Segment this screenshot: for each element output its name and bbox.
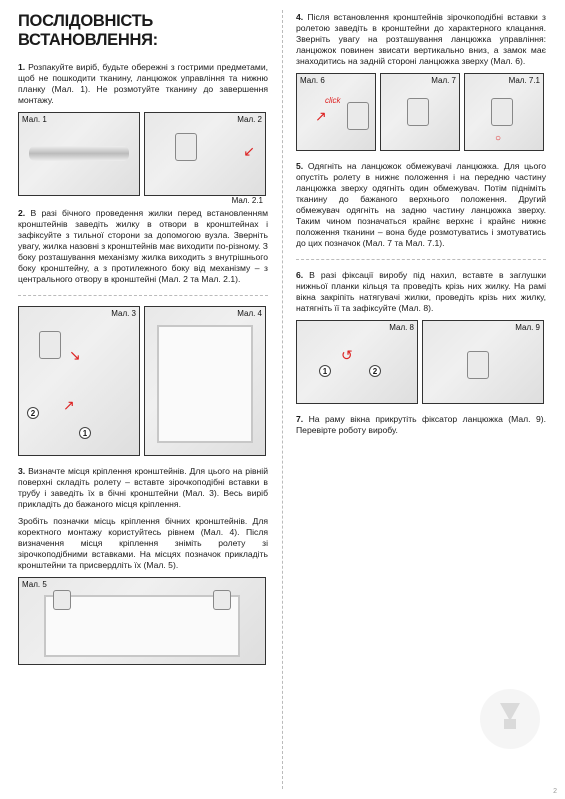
callout-1: 1	[319, 365, 331, 377]
step-5-text: 5. Одягніть на ланцюжок обмежувачі ланцю…	[296, 161, 546, 249]
figure-mal6: Мал. 6 click ↗	[296, 73, 376, 151]
fig-label: Мал. 2	[237, 115, 262, 124]
step-6-body: В разі фіксації виробу під нахил, вставт…	[296, 270, 546, 313]
step-3a-text: 3. Визначте місця кріплення кронштейнів.…	[18, 466, 268, 510]
step-2-num: 2.	[18, 208, 25, 218]
step-2-text: 2. В разі бічного проведення жилки перед…	[18, 208, 268, 285]
bracket-shape	[39, 331, 61, 359]
instruction-page: ПОСЛІДОВНІСТЬ ВСТАНОВЛЕННЯ: 1. Розпакуйт…	[0, 0, 565, 799]
step-4-text: 4. Після встановлення кронштейнів зірочк…	[296, 12, 546, 67]
roller-shape	[29, 146, 130, 161]
bracket-shape	[407, 98, 429, 126]
step-1-text: 1. Розпакуйте виріб, будьте обережні з г…	[18, 62, 268, 106]
figure-mal4: Мал. 4	[144, 306, 266, 456]
fig-label: Мал. 6	[300, 76, 325, 85]
figure-mal8: Мал. 8 1 2 ↺	[296, 320, 418, 404]
fig-label: Мал. 7.1	[509, 76, 540, 85]
bracket-shape	[213, 590, 231, 610]
callout-1: 1	[79, 427, 91, 439]
download-watermark-icon	[480, 689, 540, 749]
step-5-num: 5.	[296, 161, 303, 171]
horizontal-divider	[18, 295, 268, 296]
fig-label: Мал. 4	[237, 309, 262, 318]
callout-2: 2	[27, 407, 39, 419]
step-3b-text: Зробіть позначки місць кріплення бічних …	[18, 516, 268, 571]
step-1-num: 1.	[18, 62, 25, 72]
step-6-text: 6. В разі фіксації виробу під нахил, вст…	[296, 270, 546, 314]
step-7-num: 7.	[296, 414, 303, 424]
circle-mark-icon: ○	[495, 133, 501, 144]
arrow-icon: ↺	[341, 347, 353, 364]
fig-row-8-9: Мал. 8 1 2 ↺ Мал. 9	[296, 320, 546, 404]
right-column: 4. Після встановлення кронштейнів зірочк…	[282, 0, 564, 799]
bracket-shape	[347, 102, 369, 130]
bracket-shape	[175, 133, 197, 161]
arrow-icon: ↗	[63, 397, 75, 414]
fig-row-5: Мал. 5	[18, 577, 268, 665]
step-3-num: 3.	[18, 466, 25, 476]
callout-2: 2	[369, 365, 381, 377]
arrow-icon: ↙	[243, 143, 255, 160]
step-1-body: Розпакуйте виріб, будьте обережні з гост…	[18, 62, 268, 105]
fig-label: Мал. 5	[22, 580, 47, 589]
window-frame	[157, 325, 253, 443]
step-7-body: На раму вікна прикрутіть фіксатор ланцюж…	[296, 414, 546, 435]
step-7-text: 7. На раму вікна прикрутіть фіксатор лан…	[296, 414, 546, 436]
fig-label: Мал. 8	[389, 323, 414, 332]
figure-mal71: Мал. 7.1 ○	[464, 73, 544, 151]
fig-row-3-4: Мал. 3 ↘ ↗ 2 1 Мал. 4	[18, 306, 268, 456]
step-4-num: 4.	[296, 12, 303, 22]
arrow-icon: ↗	[315, 108, 327, 125]
figure-mal2: Мал. 2 ↙ Мал. 2.1	[144, 112, 266, 196]
fig-label: Мал. 9	[515, 323, 540, 332]
bracket-shape	[467, 351, 489, 379]
figure-mal5: Мал. 5	[18, 577, 266, 665]
window-frame	[44, 595, 241, 657]
figure-mal9: Мал. 9	[422, 320, 544, 404]
click-label: click	[325, 96, 341, 105]
arrow-icon: ↘	[69, 347, 81, 364]
figure-mal7: Мал. 7	[380, 73, 460, 151]
fig-label: Мал. 3	[111, 309, 136, 318]
fig-label: Мал. 1	[22, 115, 47, 124]
horizontal-divider	[296, 259, 546, 260]
page-title: ПОСЛІДОВНІСТЬ ВСТАНОВЛЕННЯ:	[18, 12, 268, 50]
step-6-num: 6.	[296, 270, 303, 280]
page-number: 2	[553, 788, 557, 795]
fig-label: Мал. 7	[431, 76, 456, 85]
figure-mal1: Мал. 1	[18, 112, 140, 196]
step-5-body: Одягніть на ланцюжок обмежувачі ланцюжка…	[296, 161, 546, 248]
bracket-shape	[491, 98, 513, 126]
fig-row-6-7-71: Мал. 6 click ↗ Мал. 7 Мал. 7.1 ○	[296, 73, 546, 151]
step-2-body: В разі бічного проведення жилки перед вс…	[18, 208, 268, 284]
fig-row-1-2: Мал. 1 Мал. 2 ↙ Мал. 2.1	[18, 112, 268, 196]
fig-label: Мал. 2.1	[232, 196, 263, 205]
step-4-body: Після встановлення кронштейнів зірочкопо…	[296, 12, 546, 66]
bracket-shape	[53, 590, 71, 610]
left-column: ПОСЛІДОВНІСТЬ ВСТАНОВЛЕННЯ: 1. Розпакуйт…	[0, 0, 282, 799]
figure-mal3: Мал. 3 ↘ ↗ 2 1	[18, 306, 140, 456]
step-3a-body: Визначте місця кріплення кронштейнів. Дл…	[18, 466, 268, 509]
